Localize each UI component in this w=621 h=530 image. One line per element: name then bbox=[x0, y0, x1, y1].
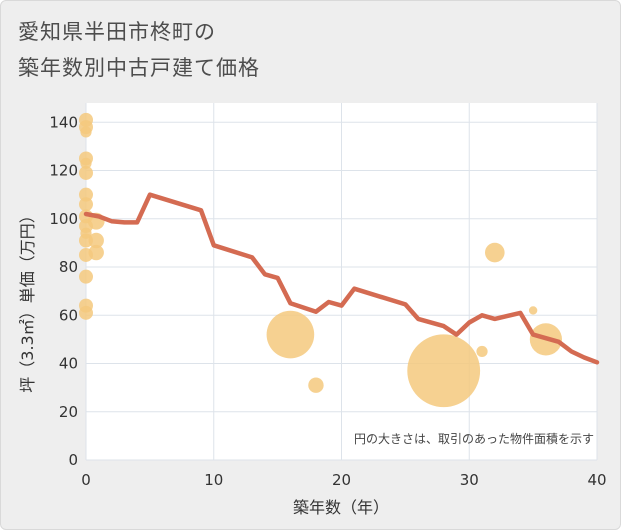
y-tick-label: 60 bbox=[59, 306, 78, 324]
y-tick-label: 0 bbox=[68, 451, 78, 469]
y-tick-label: 40 bbox=[59, 355, 78, 373]
y-tick-label: 20 bbox=[59, 403, 78, 421]
chart-title: 愛知県半田市柊町の 築年数別中古戸建て価格 bbox=[18, 14, 260, 86]
bubble-point bbox=[88, 232, 104, 249]
y-tick-label: 80 bbox=[59, 258, 78, 276]
x-axis-label: 築年数（年） bbox=[293, 498, 389, 517]
average-price-line bbox=[83, 192, 600, 365]
y-axis-label: 坪（3.3㎡）単価（万円） bbox=[18, 207, 37, 392]
y-tick-label: 140 bbox=[49, 113, 78, 131]
bubble-point bbox=[79, 165, 93, 180]
bubble-point bbox=[79, 187, 93, 202]
bubble-point bbox=[79, 197, 93, 212]
x-tick-label: 10 bbox=[204, 471, 223, 489]
bubble-point bbox=[476, 345, 488, 358]
bubble-point bbox=[308, 377, 324, 393]
bubble-point bbox=[407, 334, 481, 408]
bubble-point bbox=[266, 310, 315, 359]
bubble-point bbox=[80, 157, 92, 169]
x-tick-label: 30 bbox=[460, 471, 479, 489]
average-line-series bbox=[83, 192, 600, 365]
x-tick-label: 20 bbox=[332, 471, 351, 489]
y-tick-labels: 0 20 40 60 80 100 120 140 bbox=[49, 113, 78, 469]
bubble-point bbox=[79, 305, 93, 320]
y-tick-label: 120 bbox=[49, 162, 78, 180]
chart-title-line-1: 愛知県半田市柊町の bbox=[18, 20, 216, 44]
bubble-point bbox=[528, 306, 538, 315]
bubble-point bbox=[80, 126, 92, 138]
chart-title-line-2: 築年数別中古戸建て価格 bbox=[18, 56, 260, 80]
bubble-point bbox=[485, 242, 505, 263]
bubble-point bbox=[88, 244, 104, 261]
y-tick-label: 100 bbox=[49, 210, 78, 228]
x-tick-label: 40 bbox=[587, 471, 606, 489]
x-tick-labels: 0 10 20 30 40 bbox=[81, 471, 606, 489]
x-tick-label: 0 bbox=[81, 471, 91, 489]
size-note: 円の大きさは、取引のあった物件面積を示す bbox=[354, 431, 594, 446]
bubble-point bbox=[79, 269, 93, 284]
